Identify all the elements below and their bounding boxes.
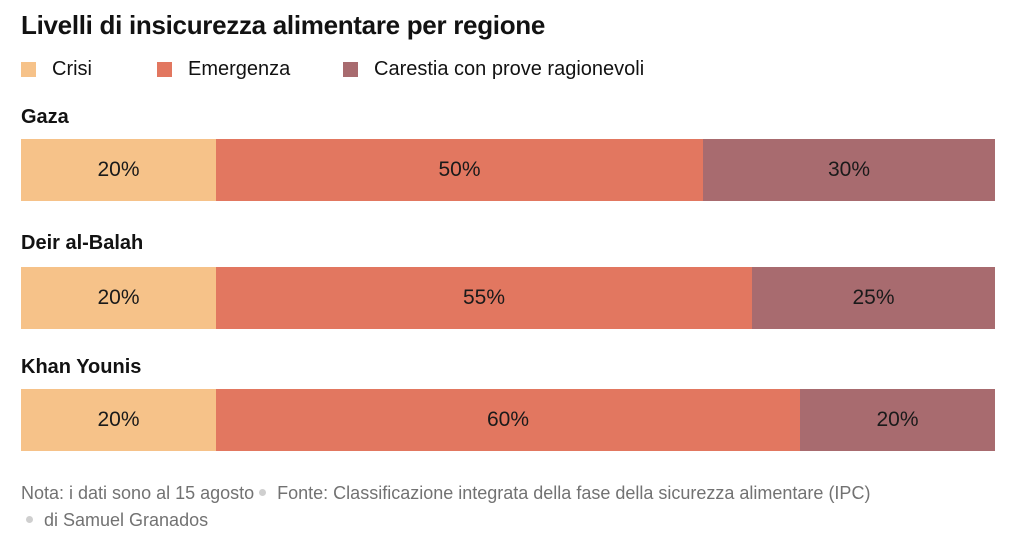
legend-item-crisi: Crisi bbox=[21, 57, 92, 81]
bar-segment-emergenza-khan-younis: 60% bbox=[216, 389, 800, 451]
data-label-crisi-gaza: 20% bbox=[97, 158, 140, 181]
data-label-emergenza-deir-al-balah: 55% bbox=[462, 286, 506, 309]
legend-item-emergenza: Emergenza bbox=[157, 57, 290, 81]
legend-label-emergenza: Emergenza bbox=[188, 57, 291, 80]
legend-swatch-carestia bbox=[343, 61, 358, 77]
data-label-emergenza-gaza: 50% bbox=[438, 158, 481, 181]
chart-title: Livelli di insicurezza alimentare per re… bbox=[21, 10, 546, 40]
data-label-crisi-deir-al-balah: 20% bbox=[97, 286, 140, 309]
separator-dot bbox=[26, 516, 33, 524]
bar-segment-carestia-gaza: 30% bbox=[703, 139, 995, 201]
data-label-carestia-deir-al-balah: 25% bbox=[852, 286, 895, 309]
separator-dot bbox=[259, 489, 267, 497]
footnote-autore: di Samuel Granados bbox=[44, 510, 209, 530]
region-label-deir-al-balah: Deir al-Balah bbox=[21, 232, 144, 254]
bar-segment-carestia-khan-younis: 20% bbox=[800, 389, 995, 451]
data-label-crisi-khan-younis: 20% bbox=[97, 408, 140, 431]
legend-label-carestia: Carestia con prove ragionevoli bbox=[374, 57, 645, 80]
legend-label-crisi: Crisi bbox=[52, 57, 92, 80]
footnote-fonte: Fonte: Classificazione integrata della f… bbox=[277, 483, 871, 503]
bar-segment-crisi-khan-younis: 20% bbox=[21, 389, 216, 451]
stacked-bar-gaza: 20% 50% 30% bbox=[21, 139, 995, 201]
data-label-emergenza-khan-younis: 60% bbox=[486, 408, 530, 431]
legend-swatch-crisi bbox=[21, 61, 36, 77]
legend-item-carestia: Carestia con prove ragionevoli bbox=[343, 57, 644, 81]
region-label-khan-younis: Khan Younis bbox=[21, 356, 142, 378]
region-label-gaza: Gaza bbox=[21, 106, 69, 128]
stacked-bar-khan-younis: 20% 60% 20% bbox=[21, 389, 995, 451]
bar-segment-carestia-deir-al-balah: 25% bbox=[752, 267, 995, 329]
bar-segment-crisi-deir-al-balah: 20% bbox=[21, 267, 216, 329]
data-label-carestia-gaza: 30% bbox=[827, 158, 871, 181]
bar-segment-emergenza-gaza: 50% bbox=[216, 139, 703, 201]
bar-segment-crisi-gaza: 20% bbox=[21, 139, 216, 201]
bar-segment-emergenza-deir-al-balah: 55% bbox=[216, 267, 752, 329]
data-label-carestia-khan-younis: 20% bbox=[876, 408, 919, 431]
footnote-nota: Nota: i dati sono al 15 agosto bbox=[21, 483, 255, 503]
legend-swatch-emergenza bbox=[157, 61, 172, 77]
stacked-bar-deir-al-balah: 20% 55% 25% bbox=[21, 267, 995, 329]
footnote: Nota: i dati sono al 15 agosto Fonte: Cla… bbox=[21, 480, 1006, 534]
